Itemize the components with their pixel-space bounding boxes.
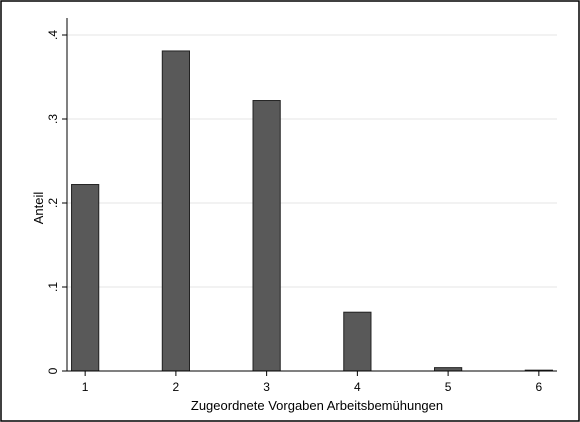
axes — [66, 18, 557, 372]
bar — [71, 184, 100, 372]
gridlines — [67, 34, 557, 288]
x-tick-label: 3 — [263, 380, 270, 394]
y-ticks: 0 .1 .2 .3 .4 — [46, 30, 67, 374]
bar — [161, 50, 190, 372]
y-axis-label: Anteil — [31, 192, 46, 225]
x-tick-label: 1 — [82, 380, 89, 394]
y-tick-label: .4 — [46, 30, 60, 40]
x-ticks: 1 2 3 4 5 6 — [82, 371, 543, 394]
x-tick-label: 5 — [445, 380, 452, 394]
x-tick-label: 4 — [354, 380, 361, 394]
y-tick-label: .2 — [46, 198, 60, 208]
y-tick-label: .3 — [46, 114, 60, 124]
y-tick-label: 0 — [46, 367, 60, 374]
bar — [343, 311, 372, 372]
y-tick-label: .1 — [46, 282, 60, 292]
x-axis-label: Zugeordnete Vorgaben Arbeitsbemühungen — [191, 398, 443, 413]
x-tick-label: 6 — [536, 380, 543, 394]
bar — [252, 100, 281, 372]
bar — [434, 367, 463, 372]
x-tick-label: 2 — [173, 380, 180, 394]
